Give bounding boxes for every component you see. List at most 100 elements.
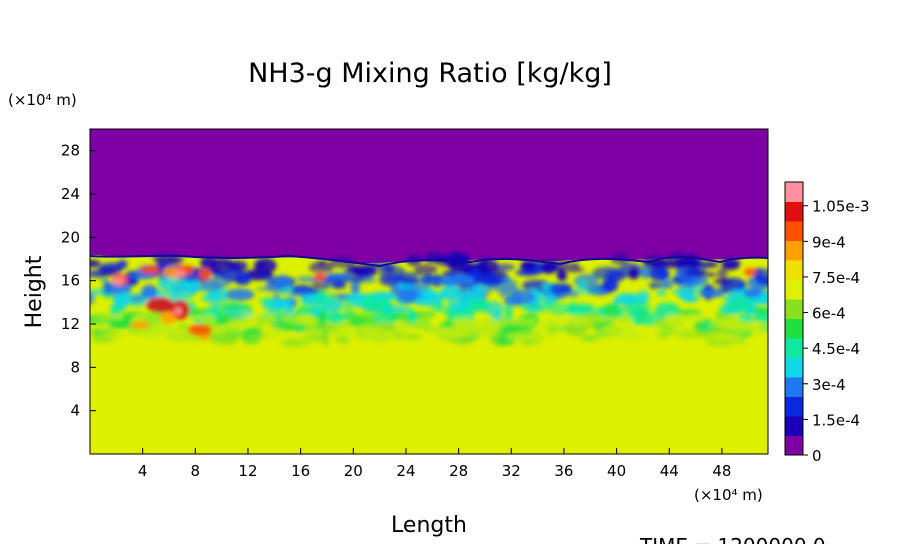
- mixing-blob: [717, 267, 728, 280]
- mixing-blob: [504, 304, 514, 320]
- mixing-blob: [331, 282, 347, 289]
- mixing-blob: [328, 310, 342, 325]
- mixing-blob: [683, 269, 705, 277]
- y-tick-label: 20: [61, 228, 80, 246]
- mixing-blob: [548, 301, 570, 316]
- mixing-blob: [569, 263, 580, 268]
- mixing-blob: [503, 296, 526, 306]
- mixing-blob: [708, 325, 719, 333]
- mixing-blob: [164, 287, 195, 301]
- mixing-blob: [286, 299, 295, 304]
- mixing-blob: [743, 288, 762, 298]
- mixing-blob: [201, 295, 228, 302]
- colorbar-frame: [784, 181, 804, 456]
- mixing-blob: [628, 267, 640, 280]
- mixing-blob: [408, 309, 417, 325]
- colorbar-tick-label: 9e-4: [812, 233, 846, 251]
- mixing-blob: [615, 332, 649, 340]
- high-concentration-patch: [130, 321, 150, 329]
- mixing-blob: [129, 294, 145, 303]
- mixing-blob: [358, 333, 394, 338]
- interface-line: [90, 254, 768, 268]
- colorbar-swatch: [785, 182, 803, 202]
- mixing-blob: [378, 265, 406, 281]
- mixing-blob: [471, 285, 488, 294]
- high-concentration-patch: [199, 334, 211, 340]
- mixing-blob: [343, 298, 352, 314]
- mixing-blob: [438, 278, 462, 286]
- time-label: TIME = 1200000.0: [639, 534, 826, 544]
- mixing-blob: [169, 256, 184, 264]
- colorbar-swatch: [785, 260, 803, 280]
- mixing-blob: [244, 314, 277, 324]
- mixing-blob: [709, 333, 737, 341]
- mixing-blob: [308, 261, 334, 274]
- mixing-blob: [475, 258, 499, 275]
- mixing-blob: [392, 331, 405, 341]
- mixing-blob: [327, 327, 357, 339]
- colorbar: 0 1.5e-4 3e-4 4.5e-4 6e-4 7.5e-4 9e-4 1.05e-3: [784, 181, 870, 465]
- mixing-blob: [540, 302, 554, 307]
- chart-title: NH3-g Mixing Ratio [kg/kg]: [248, 58, 612, 89]
- mixing-blob: [129, 273, 155, 280]
- high-concentration-patch: [174, 270, 186, 276]
- mixing-blob: [305, 327, 325, 337]
- mixing-blob: [723, 326, 751, 331]
- mixing-blob: [108, 317, 132, 330]
- mixing-blob: [520, 260, 537, 272]
- mixing-blob: [312, 291, 336, 306]
- colorbar-tick-label: 1.5e-4: [812, 411, 860, 429]
- mixing-blob: [557, 270, 568, 282]
- mixing-blob: [682, 314, 706, 323]
- colorbar-swatch: [785, 435, 803, 456]
- mixing-blob: [141, 284, 158, 299]
- mixing-blob: [568, 290, 579, 298]
- mixing-blob: [372, 311, 398, 326]
- mixing-blob: [325, 275, 353, 281]
- mixing-blob: [453, 324, 478, 333]
- high-concentration-patch: [160, 312, 176, 324]
- colorbar-tick-label: 4.5e-4: [812, 340, 860, 358]
- mixing-blob: [403, 333, 422, 340]
- mixing-blob: [515, 269, 538, 277]
- mixing-blob: [275, 275, 291, 287]
- colorbar-tick-label: 7.5e-4: [812, 269, 860, 287]
- x-tick-label: 40: [607, 462, 626, 480]
- mixing-blob: [480, 277, 504, 286]
- mixing-blob: [666, 252, 688, 267]
- mixing-blob: [713, 278, 733, 285]
- x-tick-label: 12: [238, 462, 257, 480]
- y-tick-label: 8: [70, 358, 80, 376]
- mixing-blob: [602, 277, 619, 293]
- mixing-blob: [724, 300, 753, 312]
- mixing-blob: [157, 276, 180, 291]
- mixing-blob: [664, 314, 680, 326]
- mixing-blob: [255, 286, 281, 292]
- y-unit-label: (×10⁴ m): [8, 91, 77, 109]
- x-tick-label: 44: [660, 462, 679, 480]
- mixing-blob: [440, 285, 461, 301]
- mixing-blob: [657, 282, 674, 289]
- mixing-blob: [675, 309, 702, 316]
- mixing-blob: [754, 268, 768, 281]
- mixing-blob: [358, 325, 371, 333]
- mixing-blob: [207, 325, 227, 334]
- y-tick-label: 4: [70, 402, 80, 420]
- mixing-blob: [722, 296, 737, 302]
- mixing-blob: [574, 286, 603, 295]
- x-tick-label: 28: [449, 462, 468, 480]
- mixing-blob: [289, 325, 310, 331]
- mixing-blob: [353, 265, 377, 278]
- mixing-blob: [609, 325, 638, 331]
- mixing-blob: [577, 279, 588, 289]
- mixing-blob: [215, 261, 231, 267]
- mixing-blob: [429, 327, 455, 337]
- x-tick-label: 36: [554, 462, 573, 480]
- mixing-blob: [506, 319, 536, 326]
- mixing-layer: [90, 252, 768, 348]
- mixing-blob: [523, 305, 544, 312]
- y-axis: 4 8 12 16 20 24 28: [61, 142, 96, 420]
- x-tick-label: 48: [712, 462, 731, 480]
- colorbar-swatch: [785, 338, 803, 358]
